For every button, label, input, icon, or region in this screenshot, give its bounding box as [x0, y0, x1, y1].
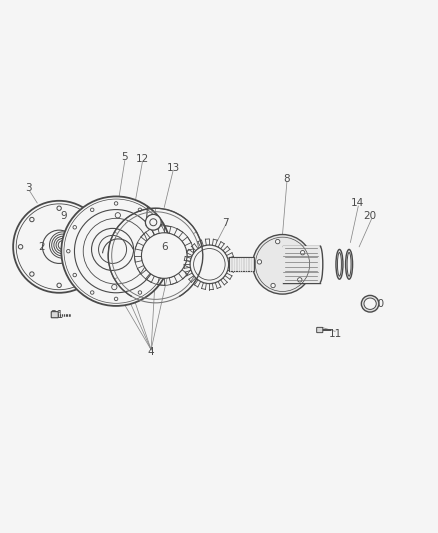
- Circle shape: [271, 284, 275, 288]
- Text: 14: 14: [350, 198, 364, 208]
- Ellipse shape: [347, 253, 351, 276]
- FancyBboxPatch shape: [229, 257, 254, 271]
- Ellipse shape: [346, 249, 353, 279]
- Text: 3: 3: [25, 183, 32, 192]
- Circle shape: [253, 235, 312, 294]
- Text: 4: 4: [148, 347, 155, 357]
- FancyBboxPatch shape: [51, 312, 58, 318]
- Text: 7: 7: [222, 217, 229, 228]
- Circle shape: [297, 278, 302, 282]
- Circle shape: [114, 201, 118, 205]
- Circle shape: [162, 249, 166, 253]
- Circle shape: [114, 297, 118, 301]
- Polygon shape: [283, 246, 320, 282]
- Circle shape: [155, 225, 159, 229]
- Text: 9: 9: [60, 211, 67, 221]
- Circle shape: [84, 272, 88, 276]
- Text: 5: 5: [121, 152, 128, 162]
- Circle shape: [138, 291, 142, 294]
- Text: 8: 8: [283, 174, 290, 184]
- Text: 6: 6: [161, 242, 168, 252]
- Circle shape: [155, 273, 159, 277]
- Circle shape: [30, 272, 34, 276]
- Text: 12: 12: [136, 154, 149, 164]
- Circle shape: [90, 208, 94, 212]
- Circle shape: [73, 225, 77, 229]
- Circle shape: [276, 239, 280, 244]
- Text: 21: 21: [50, 310, 64, 320]
- Circle shape: [145, 214, 161, 230]
- Text: 13: 13: [166, 163, 180, 173]
- Text: 20: 20: [364, 211, 377, 221]
- Text: 2: 2: [38, 242, 45, 252]
- Circle shape: [141, 233, 187, 278]
- Circle shape: [84, 217, 88, 222]
- Circle shape: [90, 291, 94, 294]
- Circle shape: [138, 208, 142, 212]
- Circle shape: [115, 213, 120, 218]
- Circle shape: [150, 219, 157, 226]
- Ellipse shape: [361, 295, 379, 312]
- Circle shape: [57, 206, 61, 211]
- Circle shape: [73, 273, 77, 277]
- Ellipse shape: [337, 253, 342, 276]
- Ellipse shape: [364, 298, 376, 310]
- Circle shape: [112, 285, 117, 290]
- Circle shape: [67, 249, 70, 253]
- Text: 10: 10: [372, 298, 385, 309]
- Circle shape: [300, 251, 305, 255]
- Circle shape: [190, 245, 229, 284]
- Circle shape: [30, 217, 34, 222]
- Ellipse shape: [336, 249, 343, 279]
- FancyBboxPatch shape: [317, 327, 323, 333]
- Circle shape: [257, 260, 261, 264]
- Circle shape: [95, 245, 100, 249]
- Circle shape: [13, 201, 105, 293]
- Text: 11: 11: [328, 329, 342, 340]
- Circle shape: [61, 197, 171, 306]
- Circle shape: [18, 245, 23, 249]
- Circle shape: [57, 283, 61, 287]
